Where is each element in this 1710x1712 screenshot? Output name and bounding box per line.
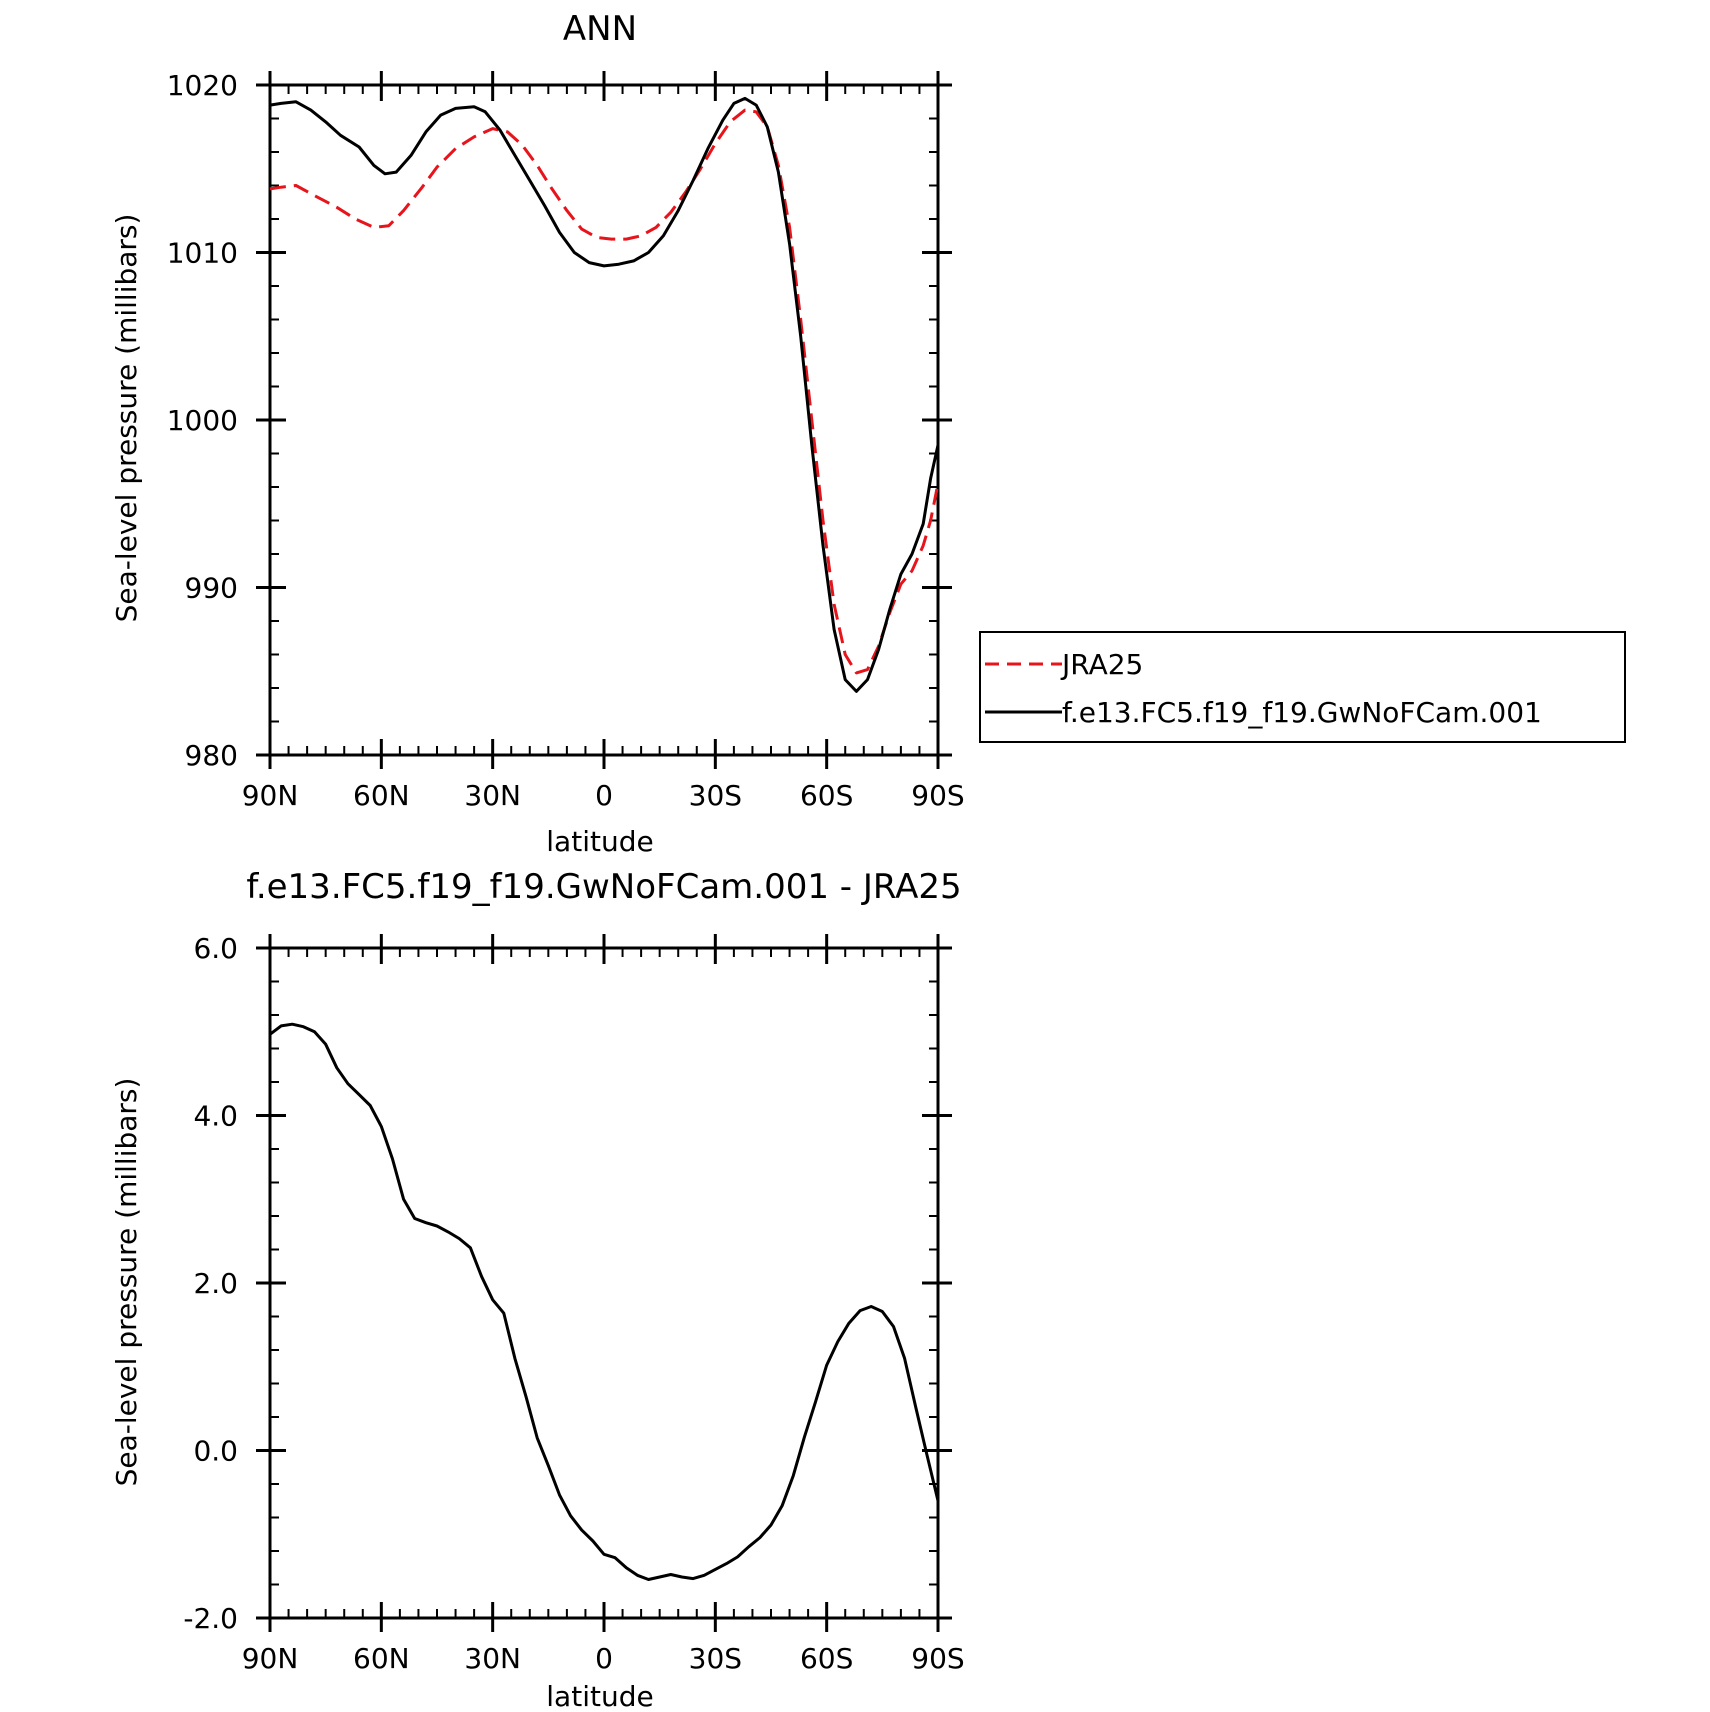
top-x-axis-label: latitude [546,825,653,858]
bottom-x-tick-label: 60N [353,1642,410,1675]
bottom-x-tick-label: 0 [595,1642,613,1675]
legend-box [979,631,1626,743]
bottom-x-tick-label: 30N [464,1642,521,1675]
bottom-x-tick-label: 60S [800,1642,853,1675]
top-series-line-1 [269,96,940,693]
top-y-tick-label: 990 [185,572,238,605]
top-y-tick-label: 1000 [167,404,238,437]
top-plot-frame [268,83,940,757]
top-x-tick-label: 30S [689,779,742,812]
bottom-x-tick-label: 90S [911,1642,964,1675]
top-x-tick-label: 90N [242,779,299,812]
bottom-x-axis-label: latitude [546,1680,653,1712]
top-panel: ANN 90N 60N 30N 0 30S 60S 90S 980 990 1000 1010 102… [110,9,1626,858]
top-y-axis-label: Sea-level pressure (millibars) [110,214,143,623]
top-x-tick-label: 30N [464,779,521,812]
legend-label-jra25: JRA25 [1060,648,1143,681]
bottom-x-tick-label: 30S [689,1642,742,1675]
bottom-series-line-0 [269,1022,940,1581]
top-y-tick-label: 1020 [167,69,238,102]
legend-label-model: f.e13.FC5.f19_f19.GwNoFCam.001 [1062,696,1542,729]
bottom-x-tick-label: 90N [242,1642,299,1675]
top-chart-title: ANN [563,9,637,49]
bottom-y-tick-label: 2.0 [193,1267,238,1300]
top-x-tick-label: 90S [911,779,964,812]
bottom-chart-title: f.e13.FC5.f19_f19.GwNoFCam.001 - JRA25 [246,867,961,907]
top-y-tick-label: 1010 [167,237,238,270]
bottom-y-axis-label: Sea-level pressure (millibars) [110,1078,143,1487]
bottom-plot-area: 90N 60N 30N 0 30S 60S 90S -2.0 0.0 2.0 4.0 6.0 [183,932,964,1675]
top-y-tick-label: 980 [185,739,238,772]
bottom-y-tick-label: 4.0 [193,1100,238,1133]
bottom-panel: f.e13.FC5.f19_f19.GwNoFCam.001 - JRA25 9… [110,867,965,1712]
bottom-y-tick-label: -2.0 [183,1602,238,1635]
top-x-tick-label: 60N [353,779,410,812]
bottom-plot-frame [268,946,940,1620]
top-series-line-0 [269,108,940,675]
top-x-tick-label: 0 [595,779,613,812]
top-plot-area: 90N 60N 30N 0 30S 60S 90S 980 990 1000 1010 1020 [167,69,965,812]
bottom-y-tick-label: 0.0 [193,1435,238,1468]
legend: JRA25 f.e13.FC5.f19_f19.GwNoFCam.001 [979,631,1626,743]
top-x-tick-label: 60S [800,779,853,812]
bottom-y-tick-label: 6.0 [193,932,238,965]
